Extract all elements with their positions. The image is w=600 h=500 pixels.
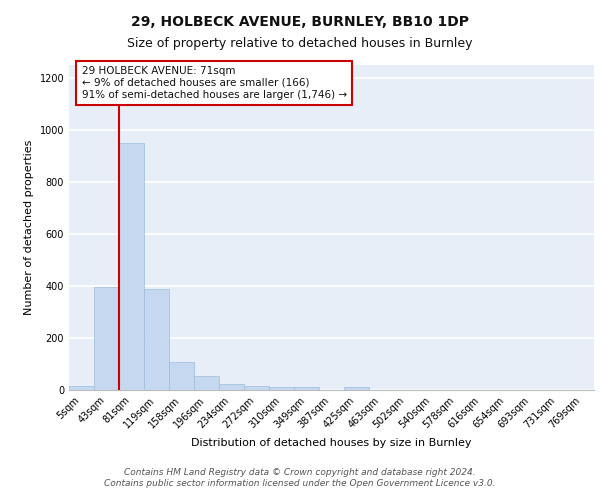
- Bar: [269, 387, 294, 390]
- Text: 29 HOLBECK AVENUE: 71sqm
← 9% of detached houses are smaller (166)
91% of semi-d: 29 HOLBECK AVENUE: 71sqm ← 9% of detache…: [82, 66, 347, 100]
- Text: Size of property relative to detached houses in Burnley: Size of property relative to detached ho…: [127, 38, 473, 51]
- Bar: [119, 143, 144, 390]
- Text: Contains HM Land Registry data © Crown copyright and database right 2024.
Contai: Contains HM Land Registry data © Crown c…: [104, 468, 496, 487]
- Bar: [344, 387, 369, 390]
- Y-axis label: Number of detached properties: Number of detached properties: [24, 140, 34, 315]
- Bar: [194, 376, 219, 390]
- Bar: [219, 384, 244, 390]
- Bar: [144, 288, 169, 390]
- X-axis label: Distribution of detached houses by size in Burnley: Distribution of detached houses by size …: [191, 438, 472, 448]
- Bar: [169, 362, 194, 390]
- Bar: [69, 386, 94, 390]
- Text: 29, HOLBECK AVENUE, BURNLEY, BB10 1DP: 29, HOLBECK AVENUE, BURNLEY, BB10 1DP: [131, 15, 469, 29]
- Bar: [94, 288, 119, 390]
- Bar: [244, 386, 269, 390]
- Bar: [294, 388, 319, 390]
